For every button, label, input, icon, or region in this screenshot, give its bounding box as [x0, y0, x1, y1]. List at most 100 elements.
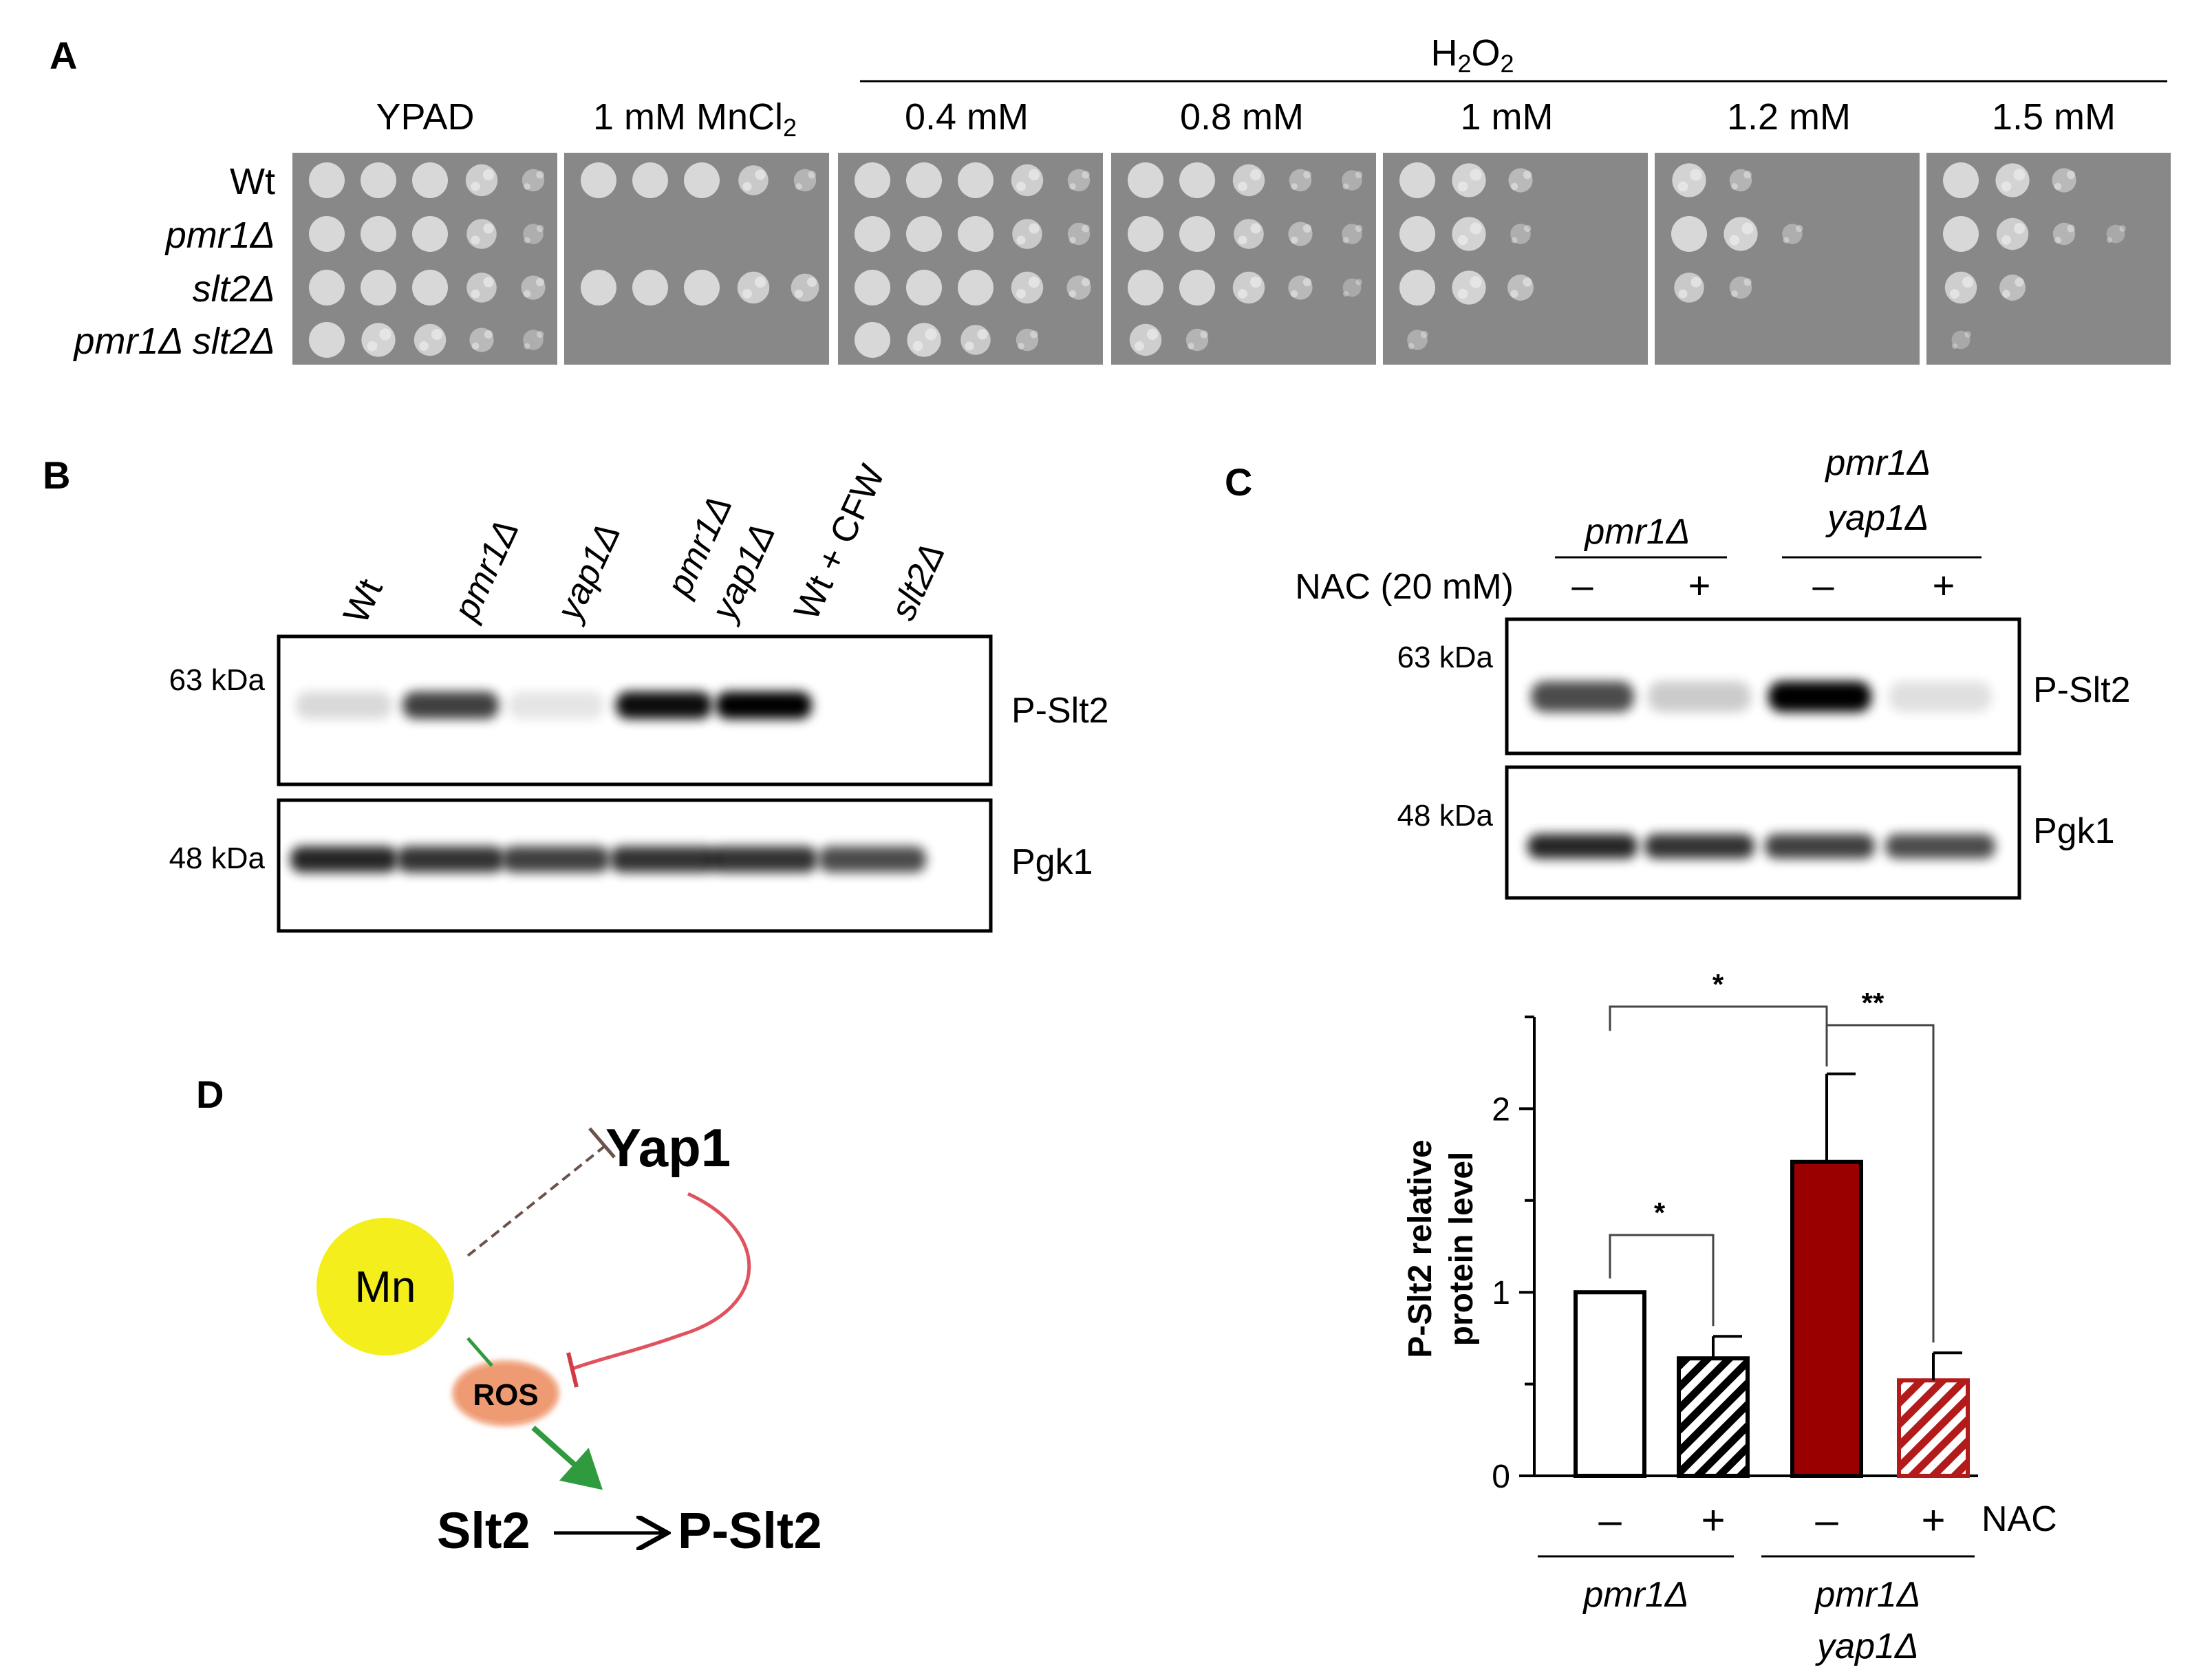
condition-label: 1 mM [1461, 96, 1554, 138]
yeast-colony [1290, 290, 1298, 298]
yeast-colony [1795, 224, 1803, 233]
yeast-spot [632, 162, 668, 198]
yeast-spot [465, 164, 498, 197]
condition-label: 0.4 mM [905, 96, 1029, 138]
yeast-colony [1523, 277, 1532, 287]
mw-marker-63: 63 kDa [169, 663, 266, 697]
mn-inhibits-yap1-line [466, 1144, 607, 1257]
yeast-colony [2002, 290, 2010, 298]
panel-b-letter: B [43, 453, 70, 497]
lane-label: yap1Δ [548, 517, 628, 628]
band-pgk1 [819, 846, 926, 872]
yeast-colony [1069, 183, 1076, 190]
yeast-colony [1238, 182, 1247, 191]
yeast-colony [524, 237, 530, 244]
x-sign-label: + [1701, 1497, 1725, 1543]
yeast-colony [1470, 276, 1482, 288]
yeast-spot [361, 162, 396, 198]
bar [1897, 1378, 1970, 1479]
yeast-colony [1457, 235, 1468, 246]
yeast-colony [483, 223, 494, 234]
x-group-label: pmr1Δ [1814, 1575, 1920, 1615]
yeast-colony [1135, 341, 1144, 351]
yeast-spot [581, 270, 616, 305]
yeast-spot [855, 322, 890, 358]
band-pgk1 [1765, 834, 1875, 859]
x-sign-label: + [1921, 1497, 1945, 1543]
yeast-colony [1470, 222, 1482, 235]
yeast-spot [412, 162, 448, 198]
x-sign-label: – [1598, 1497, 1622, 1543]
band-pslt2 [508, 691, 604, 719]
condition-label-mncl2: 1 mM MnCl2 [593, 96, 797, 142]
yeast-spot [309, 162, 345, 198]
yeast-colony [2054, 237, 2061, 244]
yeast-colony [1082, 171, 1090, 179]
yeast-colony [1690, 277, 1701, 288]
lane-label: Wt [336, 572, 391, 630]
yeast-colony [1016, 235, 1026, 245]
yeast-colony [1510, 290, 1518, 298]
yeast-colony [806, 277, 817, 288]
yeast-spot [1179, 216, 1215, 252]
yeast-spot [1672, 163, 1706, 197]
yeast-colony [1457, 181, 1468, 192]
mn-label: Mn [355, 1262, 416, 1311]
yeast-colony [742, 182, 752, 191]
y-tick-label: 2 [1492, 1091, 1510, 1128]
yeast-spot [1179, 162, 1215, 198]
yeast-colony [1238, 289, 1247, 299]
y-tick-label: 1 [1492, 1275, 1510, 1311]
yeast-spot [1399, 270, 1435, 305]
yeast-spot [1943, 216, 1979, 252]
band-pgk1 [710, 846, 817, 872]
condition-label: YPAD [376, 96, 474, 138]
yeast-spot [738, 165, 769, 195]
panel-a: A H2O2 YPAD 1 mM MnCl2 0.4 mM 0.8 mM 1 m… [50, 32, 2171, 365]
yeast-colony [1457, 288, 1468, 299]
yeast-colony [1342, 290, 1349, 297]
lane-label: slt2Δ [883, 537, 953, 626]
x-group-label: pmr1Δ [1582, 1575, 1688, 1615]
condition-label: 1.2 mM [1727, 96, 1851, 138]
yeast-colony [535, 277, 545, 287]
significance-bracket-label: ** [1862, 987, 1885, 1019]
yeast-colony [755, 169, 766, 180]
yeast-colony [1783, 237, 1790, 244]
yeast-spot [1399, 162, 1435, 198]
yeast-colony [1510, 182, 1518, 191]
yeast-colony [1069, 290, 1077, 298]
h2o2-header: H2O2 [1430, 32, 1514, 78]
yeast-spot [684, 162, 720, 198]
yeast-colony [1511, 237, 1518, 244]
yeast-colony [1249, 169, 1262, 181]
yeast-spot [1012, 219, 1042, 249]
yeast-spot [1943, 162, 1979, 198]
yap1-label: Yap1 [605, 1117, 731, 1178]
yap1-inhibits-ros-curve [570, 1192, 751, 1371]
yeast-spot [1232, 164, 1265, 197]
band-pslt2 [402, 691, 499, 719]
yeast-spot [1944, 271, 1977, 304]
yeast-spot [1342, 278, 1362, 297]
lane-label: pmr1Δ [445, 514, 526, 627]
yeast-spot [1452, 270, 1486, 305]
yeast-spot [855, 270, 890, 305]
significance-bracket-label: * [1712, 968, 1724, 1000]
yeast-colony [977, 329, 988, 340]
x-sign-label: – [1815, 1497, 1838, 1543]
yeast-spot [1674, 272, 1704, 303]
yeast-spot [414, 323, 447, 356]
panel-d: D Mn Yap1 ROS Slt2 P-Slt2 [196, 1073, 822, 1559]
band-pgk1 [502, 846, 610, 872]
yeast-spot [466, 272, 497, 303]
group-label: yap1Δ [1825, 498, 1929, 538]
band-pslt2 [1531, 681, 1634, 712]
yeast-spot [1671, 216, 1707, 252]
yeast-spot [361, 270, 396, 305]
yeast-colony [1731, 183, 1738, 190]
yeast-colony [1081, 277, 1091, 287]
yeast-colony [1146, 328, 1159, 341]
yeast-colony [754, 276, 766, 288]
yeast-colony [1950, 289, 1959, 299]
